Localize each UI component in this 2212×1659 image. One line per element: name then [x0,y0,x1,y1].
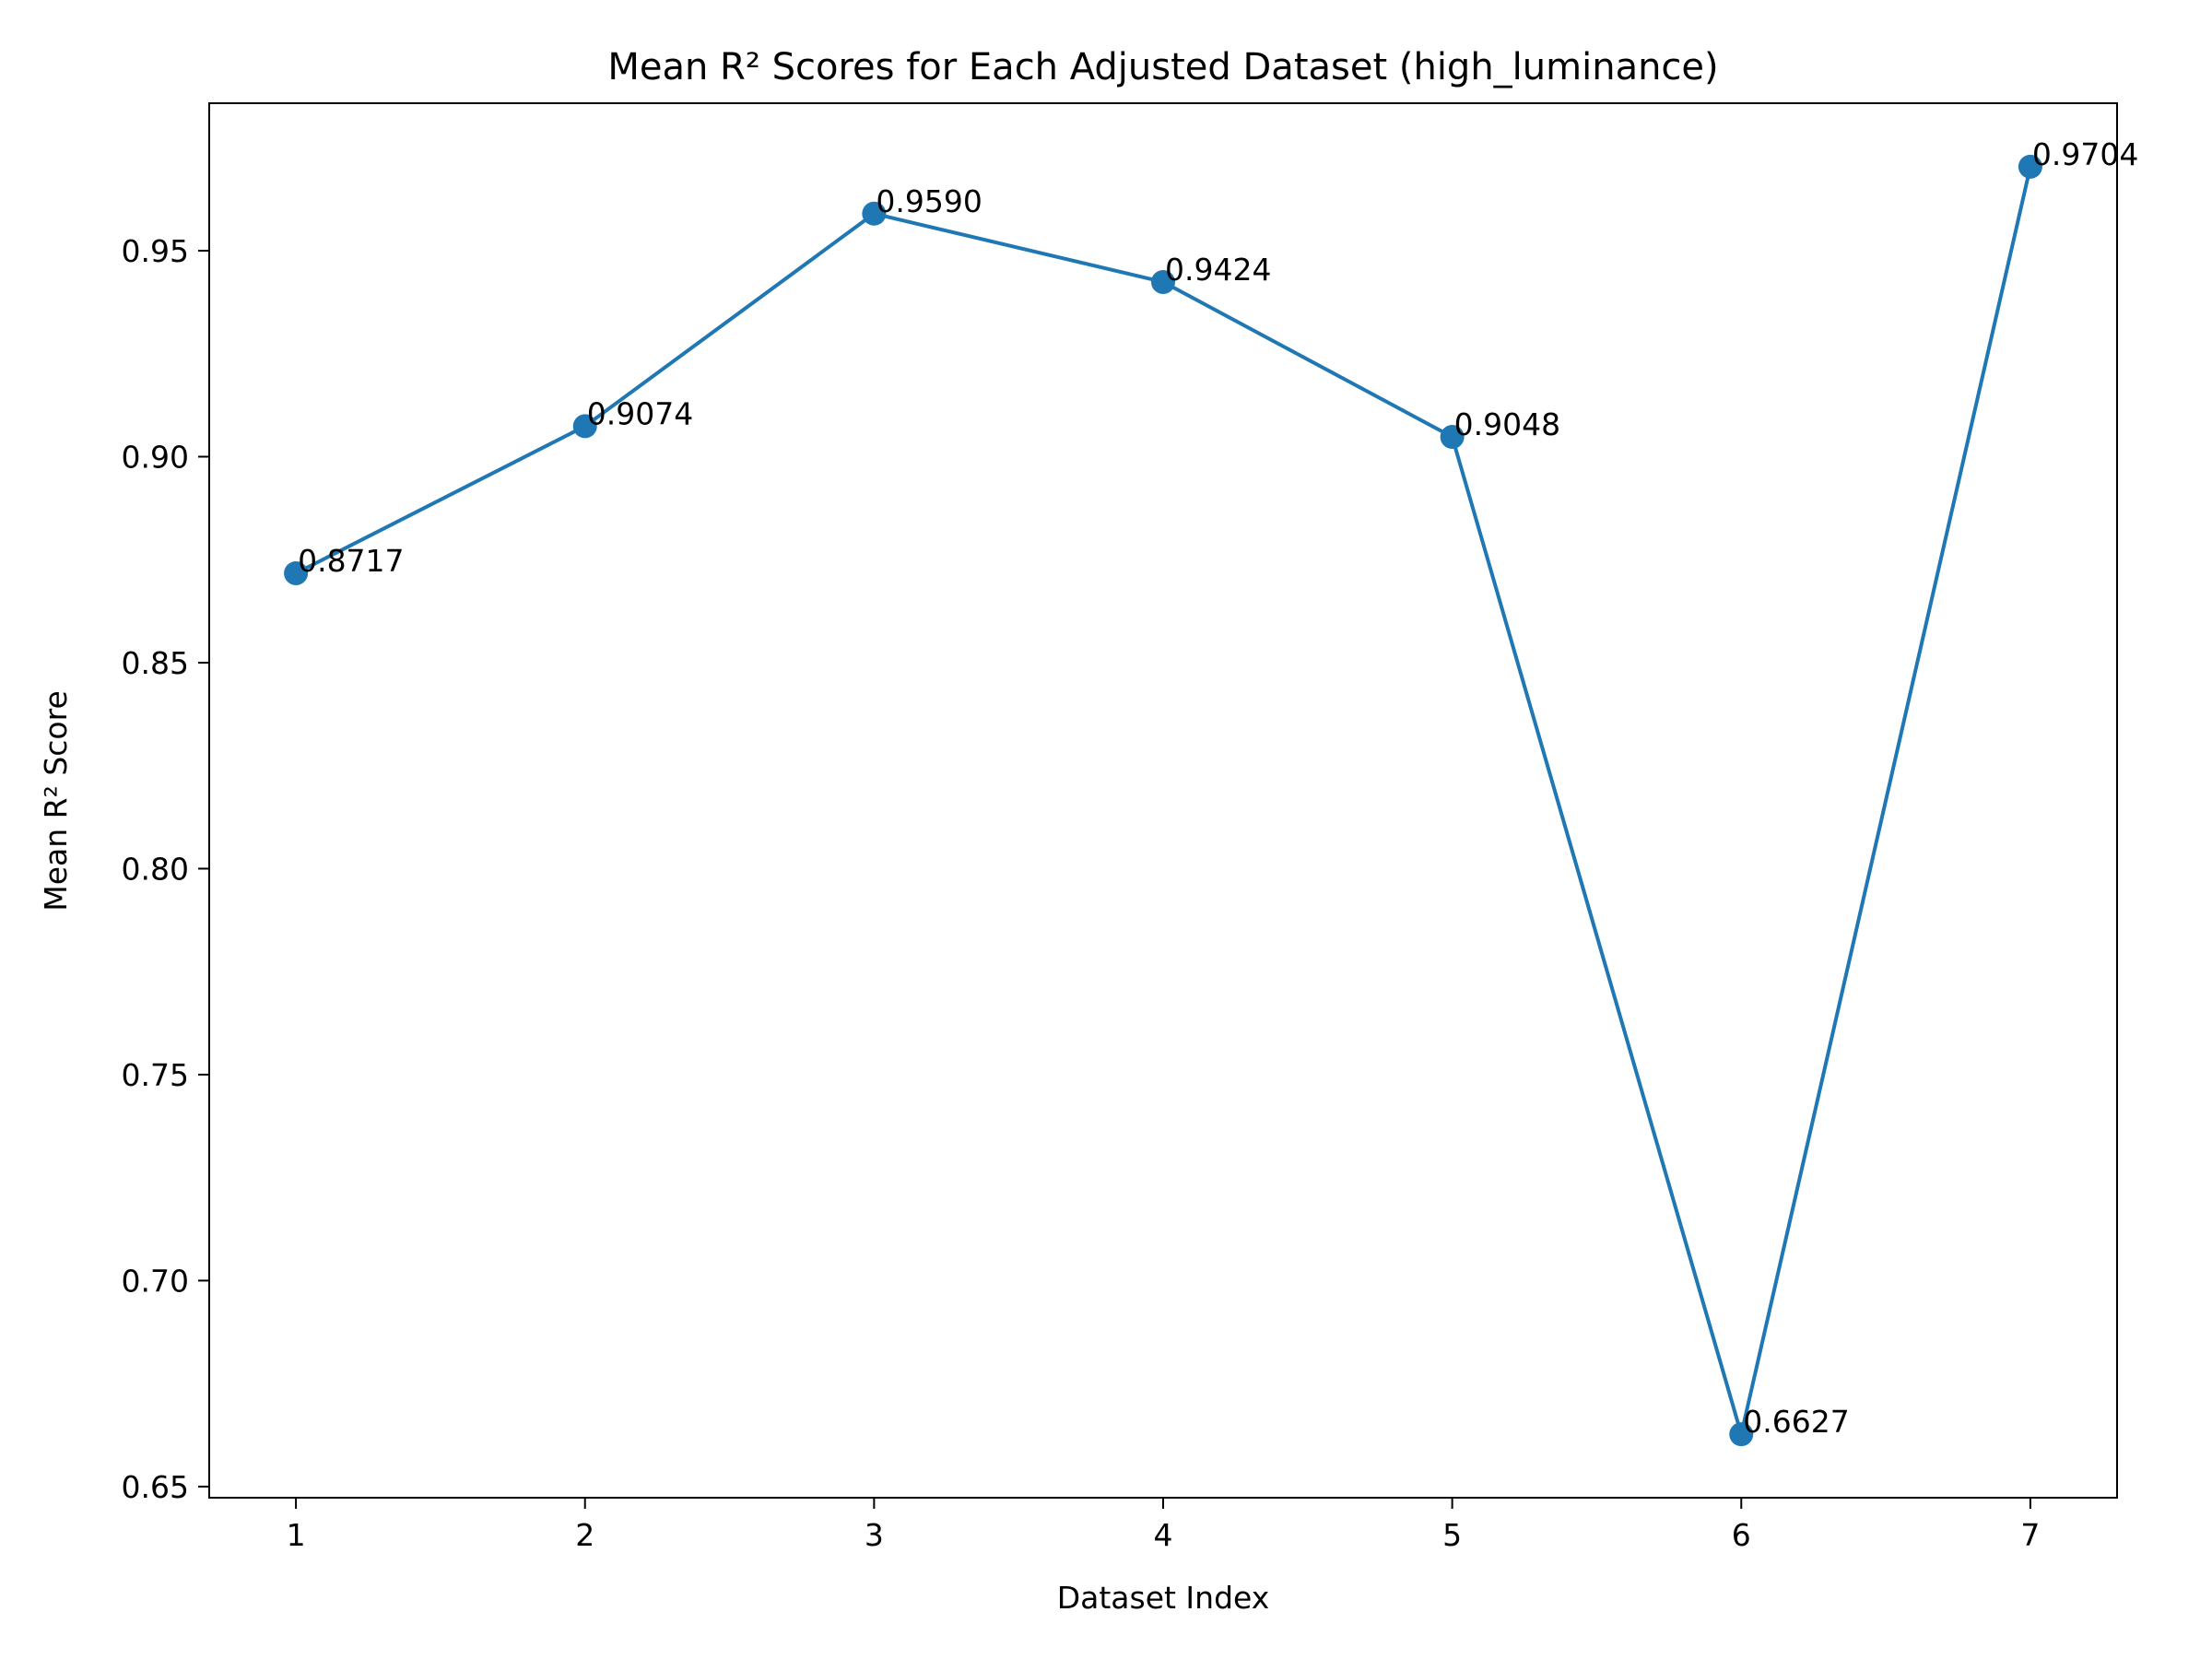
data-label: 0.9704 [2032,136,2138,172]
data-label: 0.9048 [1454,406,1560,442]
x-axis: 1 2 3 4 5 6 7 [287,1498,2040,1553]
x-tick-label: 1 [287,1517,306,1553]
data-label: 0.8717 [298,543,404,579]
y-axis: 0.65 0.70 0.75 0.80 0.85 0.90 0.95 [122,233,209,1505]
x-tick-label: 2 [575,1517,594,1553]
x-tick-label: 5 [1442,1517,1462,1553]
data-point [284,560,309,585]
y-tick-label: 0.65 [122,1469,189,1505]
data-point [572,414,597,439]
y-tick-label: 0.85 [122,645,189,681]
x-tick-label: 3 [865,1517,884,1553]
data-label: 0.6627 [1743,1404,1849,1440]
x-axis-label: Dataset Index [1057,1580,1270,1616]
data-point [2018,154,2042,179]
y-tick-label: 0.90 [122,440,189,476]
y-tick-label: 0.80 [122,851,189,887]
data-point [862,201,887,226]
chart-title: Mean R² Scores for Each Adjusted Dataset… [607,46,1718,88]
x-tick-label: 4 [1154,1517,1173,1553]
y-tick-label: 0.70 [122,1263,189,1299]
data-label: 0.9424 [1165,252,1271,288]
y-tick-label: 0.95 [122,233,189,269]
data-point [1440,425,1465,450]
data-label: 0.9590 [876,183,982,219]
data-point [1729,1422,1754,1447]
y-tick-label: 0.75 [122,1057,189,1093]
data-point [1151,269,1175,294]
x-tick-label: 7 [2020,1517,2040,1553]
data-label: 0.9074 [587,395,693,431]
plot-area: 0.8717 0.9074 0.9590 0.9424 0.9048 0.6627 0.97… [284,136,2138,1447]
y-axis-label: Mean R² Score [38,690,74,911]
x-tick-label: 6 [1732,1517,1751,1553]
